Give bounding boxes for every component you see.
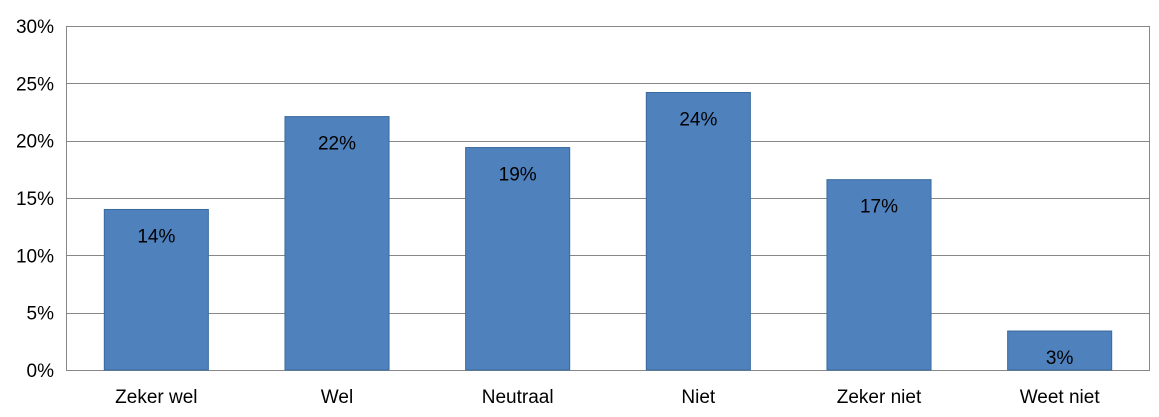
bar-wel [284, 116, 390, 371]
x-tick-label: Wel [321, 387, 353, 408]
y-tick-label: 25% [16, 74, 54, 95]
gridlines [66, 26, 1150, 371]
data-labels: 14% 22% 19% 24% 17% 3% [137, 110, 1073, 370]
x-axis-tick-labels: Zeker wel Wel Neutraal Niet Zeker niet Weet n… [115, 387, 1100, 408]
y-tick-label: 20% [16, 132, 54, 153]
bars [103, 92, 1113, 371]
bar-zeker-wel [103, 208, 209, 371]
x-tick-label: Zeker wel [115, 387, 197, 408]
x-tick-label: Weet niet [1020, 387, 1101, 408]
x-tick-label: Zeker niet [837, 387, 922, 408]
y-tick-label: 30% [16, 17, 54, 38]
y-tick-label: 10% [16, 246, 54, 267]
y-tick-label: 5% [27, 304, 55, 325]
x-tick-label: Niet [681, 387, 716, 408]
data-label: 17% [860, 197, 898, 218]
y-tick-label: 15% [16, 189, 54, 210]
bar-niet [645, 92, 751, 371]
x-tick-label: Neutraal [482, 387, 554, 408]
data-label: 19% [499, 165, 537, 186]
plot-area-border [66, 26, 1150, 371]
data-label: 14% [137, 226, 175, 247]
data-label: 3% [1046, 348, 1074, 369]
y-tick-label: 0% [27, 361, 55, 382]
bar-weet-niet [1007, 330, 1113, 371]
data-label: 22% [318, 134, 356, 155]
bar-zeker-niet [826, 179, 932, 371]
data-label: 24% [679, 110, 717, 131]
y-axis-tick-labels: 0% 5% 10% 15% 20% 25% 30% [16, 17, 54, 382]
bar-neutraal [465, 147, 571, 371]
